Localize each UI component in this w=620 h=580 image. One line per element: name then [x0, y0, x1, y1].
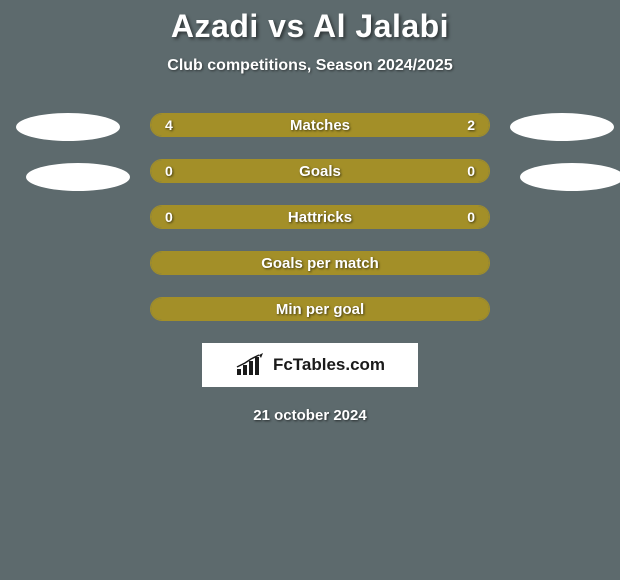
stat-row: Goals per match [150, 251, 490, 275]
main-container: Azadi vs Al Jalabi Club competitions, Se… [0, 0, 620, 424]
page-subtitle: Club competitions, Season 2024/2025 [167, 57, 452, 75]
logo-text: FcTables.com [273, 355, 385, 375]
stat-label: Matches [151, 117, 489, 134]
site-logo[interactable]: FcTables.com [202, 343, 418, 387]
stat-label: Goals [151, 163, 489, 180]
stat-label: Min per goal [151, 301, 489, 318]
page-title: Azadi vs Al Jalabi [171, 8, 449, 45]
stat-row: 00Goals [150, 159, 490, 183]
avatar-placeholder [510, 113, 614, 141]
avatar-placeholder [16, 113, 120, 141]
stat-label: Hattricks [151, 209, 489, 226]
stats-area: 42Matches 00Goals 00Hattricks Goals per mat… [0, 113, 620, 321]
stat-row: 00Hattricks [150, 205, 490, 229]
stat-row: 42Matches [150, 113, 490, 137]
chart-icon [235, 353, 267, 377]
right-team-avatars [510, 113, 614, 191]
avatar-placeholder [520, 163, 620, 191]
stat-row: Min per goal [150, 297, 490, 321]
avatar-placeholder [26, 163, 130, 191]
stat-label: Goals per match [151, 255, 489, 272]
date-label: 21 october 2024 [253, 407, 366, 424]
left-team-avatars [6, 113, 130, 191]
stat-rows: 42Matches 00Goals 00Hattricks Goals per mat… [150, 113, 490, 321]
